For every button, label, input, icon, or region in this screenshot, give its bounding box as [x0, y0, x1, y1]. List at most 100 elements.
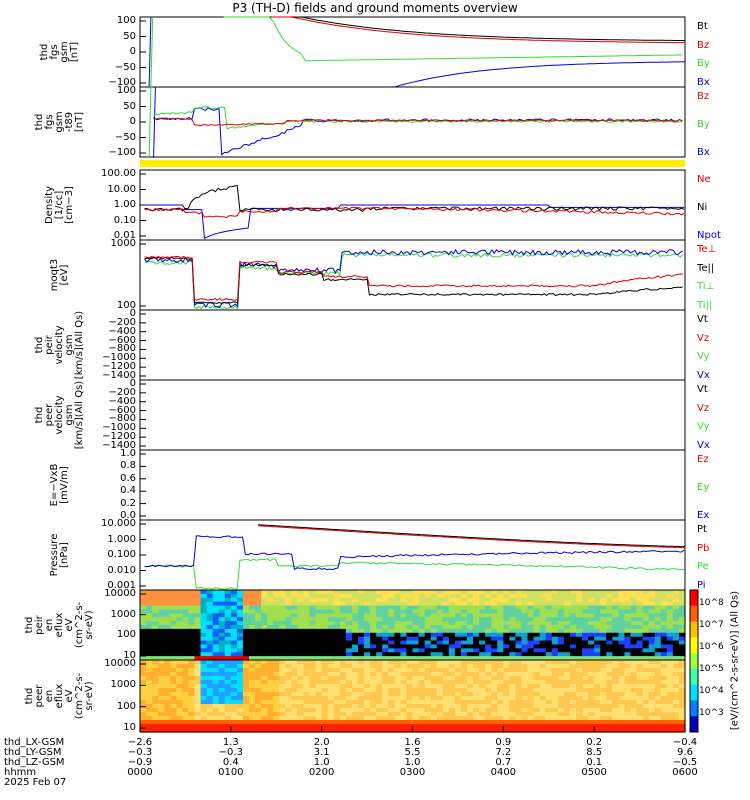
spectro-cell: [333, 692, 341, 697]
spectro-cell: [648, 676, 656, 681]
spectro-cell: [140, 664, 147, 669]
spectro-cell: [503, 613, 510, 618]
spectro-cell: [242, 628, 250, 634]
spectro-cell: [388, 704, 395, 709]
spectro-cell: [642, 597, 650, 603]
spectro-cell: [339, 728, 347, 733]
spectro-cell: [370, 712, 377, 717]
spectro-cell: [430, 593, 438, 599]
y-axis-label-line: sr-eV): [84, 681, 95, 711]
spectro-cell: [563, 640, 571, 646]
spectro-cell: [309, 590, 317, 595]
spectro-cell: [485, 724, 492, 729]
spectro-cell: [654, 617, 662, 622]
spectro-cell: [642, 668, 650, 673]
spectro-cell: [648, 680, 656, 685]
spectro-cell: [642, 640, 650, 646]
spectro-cell: [418, 625, 426, 630]
spectro-cell: [230, 708, 238, 713]
spectro-cell: [527, 716, 535, 721]
spectro-cell: [497, 640, 504, 646]
spectro-cell: [176, 728, 183, 733]
spectro-cell: [146, 597, 153, 603]
spectro-cell: [418, 636, 426, 642]
spectro-cell: [479, 684, 486, 689]
spectro-cell: [249, 728, 256, 733]
spectro-cell: [594, 672, 601, 677]
spectro-cell: [442, 680, 450, 685]
spectro-cell: [539, 597, 547, 603]
spectro-cell: [491, 609, 498, 614]
spectro-cell: [267, 664, 274, 669]
spectro-cell: [424, 644, 432, 649]
spectro-cell: [678, 700, 686, 705]
spectro-cell: [249, 593, 256, 599]
spectro-cell: [467, 704, 474, 709]
spectro-cell: [224, 613, 232, 618]
spectro-cell: [327, 704, 335, 709]
spectro-cell: [545, 617, 553, 622]
y-tick-label: 100: [116, 15, 136, 26]
spectro-cell: [388, 668, 395, 673]
spectro-cell: [206, 712, 214, 717]
spectro-cell: [454, 720, 462, 725]
spectro-cell: [370, 692, 377, 697]
spectro-cell: [188, 644, 196, 649]
spectro-cell: [200, 692, 208, 697]
spectro-cell: [509, 590, 517, 595]
spectro-cell: [333, 609, 341, 614]
spectro-cell: [654, 652, 662, 657]
spectro-cell: [467, 668, 474, 673]
spectro-cell: [448, 648, 456, 653]
spectro-cell: [509, 625, 517, 630]
spectro-cell: [660, 621, 668, 626]
spectro-cell: [327, 621, 335, 626]
spectro-cell: [485, 704, 492, 709]
x-axis-value: 0.7: [495, 757, 512, 768]
spectro-cell: [515, 728, 523, 733]
spectro-cell: [315, 640, 323, 646]
spectro-cell: [249, 632, 256, 638]
spectro-cell: [206, 720, 214, 725]
spectro-cell: [370, 640, 377, 646]
spectro-cell: [454, 648, 462, 653]
spectro-cell: [218, 609, 226, 614]
spectro-cell: [158, 652, 165, 657]
spectro-cell: [164, 648, 171, 653]
spectro-cell: [242, 593, 250, 599]
spectro-cell: [430, 684, 438, 689]
spectro-cell: [545, 590, 553, 595]
spectro-cell: [678, 676, 686, 681]
spectro-cell: [582, 636, 589, 642]
spectro-cell: [382, 640, 389, 646]
spectro-cell: [557, 593, 565, 599]
spectro-cell: [515, 648, 523, 653]
legend-entry: Pe: [697, 561, 709, 573]
spectro-cell: [563, 704, 571, 709]
spectro-cell: [291, 652, 299, 657]
spectro-cell: [236, 688, 244, 693]
spectro-cell: [358, 652, 365, 657]
spectro-cell: [358, 609, 365, 614]
spectro-cell: [140, 601, 147, 607]
spectro-cell: [648, 672, 656, 677]
spectro-cell: [224, 704, 232, 709]
spectro-cell: [303, 640, 311, 646]
spectro-cell: [394, 644, 401, 649]
spectro-cell: [388, 625, 395, 630]
spectro-cell: [654, 660, 662, 665]
spectro-cell: [430, 680, 438, 685]
spectro-cell: [563, 593, 571, 599]
y-axis-label: thd peir velocity gsm [km/s](All Qs): [25, 310, 95, 380]
spectro-cell: [188, 720, 196, 725]
spectro-cell: [212, 724, 220, 729]
spectro-cell: [400, 676, 408, 681]
spectro-cell: [672, 636, 680, 642]
bt-line: [271, 16, 685, 41]
spectro-cell: [551, 590, 559, 595]
spectro-cell: [412, 621, 420, 626]
spectro-cell: [503, 716, 510, 721]
spectro-cell: [430, 712, 438, 717]
spectro-cell: [454, 640, 462, 646]
spectro-cell: [509, 672, 517, 677]
